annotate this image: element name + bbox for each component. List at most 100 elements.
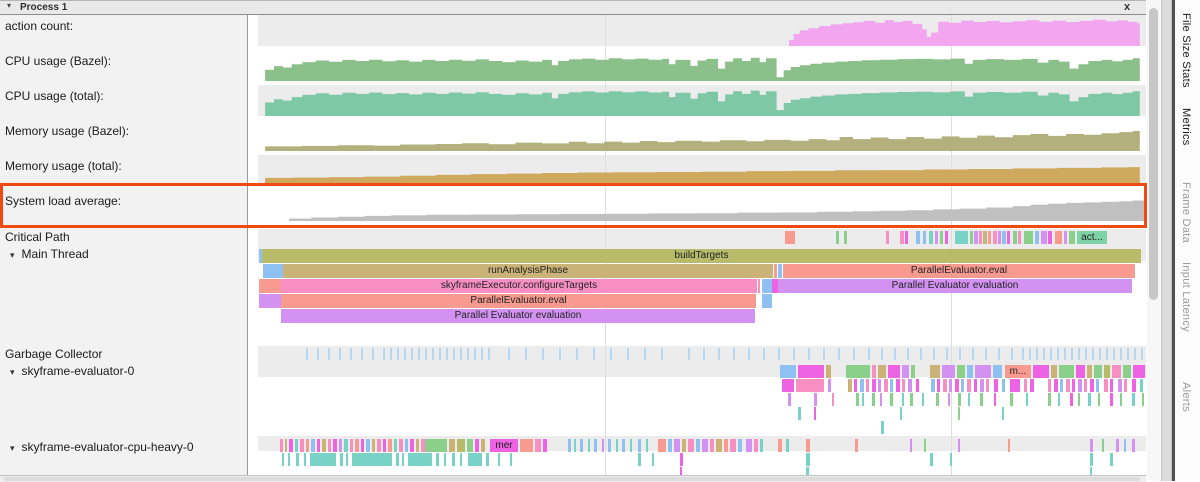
critical-path-slice[interactable]: [844, 231, 847, 244]
skyframe-evaluator-0-slice[interactable]: [780, 365, 796, 378]
critical-path-slice[interactable]: [979, 231, 982, 244]
skyframe-evaluator-0-slice[interactable]: [1132, 393, 1135, 406]
skyframe-evaluator-0-slice[interactable]: [826, 365, 831, 378]
skyframe-evaluator-0-slice[interactable]: [814, 393, 817, 406]
skyframe-evaluator-0-slice[interactable]: [866, 379, 869, 392]
collapse-arrow-icon[interactable]: ▾: [7, 1, 12, 10]
skyframe-evaluator-0-slice[interactable]: [1010, 393, 1013, 406]
skyframe-evaluator-cpu-heavy-0-slice[interactable]: [346, 453, 348, 466]
gc-tick[interactable]: [446, 348, 448, 360]
skyframe-evaluator-cpu-heavy-0-slice[interactable]: [668, 439, 672, 452]
skyframe-evaluator-0-slice[interactable]: [1030, 379, 1034, 392]
gc-tick[interactable]: [1134, 348, 1136, 360]
skyframe-evaluator-cpu-heavy-0-slice[interactable]: [498, 453, 500, 466]
critical-path-slice[interactable]: [993, 231, 997, 244]
skyframe-evaluator-cpu-heavy-0-slice[interactable]: [646, 439, 648, 452]
skyframe-evaluator-0-slice[interactable]: [916, 379, 919, 392]
counter-chart-action-count[interactable]: [258, 15, 1146, 50]
skyframe-evaluator-cpu-heavy-0-slice[interactable]: [1102, 439, 1104, 452]
skyframe-evaluator-0-slice[interactable]: [1051, 365, 1057, 378]
skyframe-evaluator-0-slice[interactable]: [814, 407, 816, 420]
skyframe-evaluator-0-slice[interactable]: [860, 379, 864, 392]
skyframe-evaluator-cpu-heavy-0-slice[interactable]: [322, 439, 326, 452]
skyframe-evaluator-cpu-heavy-0-slice[interactable]: [738, 439, 742, 452]
skyframe-evaluator-cpu-heavy-0-slice[interactable]: [616, 439, 618, 452]
gc-tick[interactable]: [481, 348, 483, 360]
gc-tick[interactable]: [418, 348, 420, 360]
skyframe-evaluator-cpu-heavy-0-slice[interactable]: [1008, 439, 1010, 452]
gc-tick[interactable]: [542, 348, 544, 360]
gc-tick[interactable]: [508, 348, 510, 360]
critical-path-slice[interactable]: [998, 231, 1001, 244]
skyframe-evaluator-0-slice[interactable]: [922, 393, 924, 406]
gc-tick[interactable]: [644, 348, 646, 360]
skyframe-evaluator-0-slice[interactable]: [974, 379, 977, 392]
gc-tick[interactable]: [593, 348, 595, 360]
skyframe-evaluator-0-slice[interactable]: [967, 379, 971, 392]
main-thread-slice[interactable]: [758, 279, 760, 293]
slice-parallelevaluator-eval[interactable]: ParallelEvaluator.eval: [281, 294, 756, 308]
skyframe-evaluator-cpu-heavy-0-slice[interactable]: [535, 439, 541, 452]
skyframe-evaluator-cpu-heavy-0-slice[interactable]: [924, 439, 926, 452]
skyframe-evaluator-cpu-heavy-0-slice[interactable]: [580, 439, 583, 452]
skyframe-evaluator-0-slice[interactable]: [896, 379, 900, 392]
skyframe-evaluator-cpu-heavy-0-slice[interactable]: [344, 439, 348, 452]
skyframe-evaluator-0-slice[interactable]: [1072, 379, 1075, 392]
skyframe-evaluator-cpu-heavy-0-slice[interactable]: [355, 439, 359, 452]
gc-tick[interactable]: [1120, 348, 1122, 360]
close-icon[interactable]: x: [1124, 1, 1131, 13]
skyframe-evaluator-0-slice[interactable]: [1104, 379, 1108, 392]
gc-tick[interactable]: [1022, 348, 1024, 360]
skyframe-evaluator-0-slice[interactable]: [948, 393, 950, 406]
skyframe-evaluator-cpu-heavy-0-slice[interactable]: [436, 453, 439, 466]
gc-tick[interactable]: [439, 348, 441, 360]
skyframe-evaluator-0-slice[interactable]: [798, 407, 801, 420]
skyframe-evaluator-0-slice[interactable]: [1104, 365, 1110, 378]
skyframe-evaluator-cpu-heavy-0-slice[interactable]: [638, 439, 641, 452]
critical-path-slice[interactable]: [935, 231, 938, 244]
skyframe-evaluator-cpu-heavy-0-slice[interactable]: [405, 439, 408, 452]
critical-path-slice[interactable]: [945, 231, 948, 244]
skyframe-evaluator-cpu-heavy-0-slice[interactable]: [608, 439, 611, 452]
slice-runanalysisphase[interactable]: runAnalysisPhase: [283, 264, 773, 278]
skyframe-evaluator-0-slice[interactable]: [1002, 379, 1005, 392]
skyframe-evaluator-0-slice[interactable]: [878, 365, 886, 378]
critical-path-slice[interactable]: [785, 231, 795, 244]
skyframe-evaluator-0-slice[interactable]: [908, 379, 912, 392]
skyframe-evaluator-cpu-heavy-0-slice[interactable]: [388, 439, 392, 452]
skyframe-evaluator-0-slice[interactable]: [1026, 393, 1028, 406]
skyframe-evaluator-0-slice[interactable]: [949, 379, 952, 392]
counter-chart-memory-usage-bazel[interactable]: [258, 120, 1146, 155]
gc-tick[interactable]: [1071, 348, 1073, 360]
skyframe-evaluator-cpu-heavy-0-slice[interactable]: [339, 439, 342, 452]
skyframe-evaluator-0-slice[interactable]: [902, 379, 905, 392]
critical-path-slice[interactable]: [1048, 231, 1052, 244]
skyframe-evaluator-cpu-heavy-0-slice[interactable]: [702, 439, 708, 452]
skyframe-evaluator-0-slice[interactable]: [832, 393, 834, 406]
skyframe-evaluator-0-slice[interactable]: [1048, 379, 1051, 392]
gc-tick[interactable]: [432, 348, 434, 360]
gc-tick[interactable]: [1127, 348, 1129, 360]
skyframe-evaluator-0-slice[interactable]: [1112, 365, 1121, 378]
skyframe-evaluator-0-slice[interactable]: [961, 379, 964, 392]
skyframe-evaluator-cpu-heavy-0-slice[interactable]: [602, 439, 604, 452]
gc-tick[interactable]: [881, 348, 883, 360]
skyframe-evaluator-0-slice[interactable]: [958, 407, 960, 420]
gc-tick[interactable]: [306, 348, 308, 360]
gc-tick[interactable]: [404, 348, 406, 360]
gc-tick[interactable]: [525, 348, 527, 360]
skyframe-evaluator-cpu-heavy-0-slice[interactable]: [372, 439, 375, 452]
skyframe-evaluator-cpu-heavy-0-slice[interactable]: [304, 453, 306, 466]
skyframe-evaluator-0-slice[interactable]: [1096, 379, 1099, 392]
critical-path-slice[interactable]: [1007, 231, 1010, 244]
skyframe-evaluator-cpu-heavy-0-slice[interactable]: [574, 439, 576, 452]
skyframe-evaluator-0-slice[interactable]: [1078, 379, 1082, 392]
skyframe-evaluator-cpu-heavy-0-slice[interactable]: [352, 453, 392, 466]
gc-tick[interactable]: [998, 348, 1000, 360]
skyframe-evaluator-cpu-heavy-0-slice[interactable]: [306, 439, 309, 452]
skyframe-evaluator-0-slice[interactable]: [798, 365, 824, 378]
gc-tick[interactable]: [372, 348, 374, 360]
skyframe-evaluator-0-slice[interactable]: [993, 365, 1002, 378]
slice-buildtargets[interactable]: buildTargets: [262, 249, 1141, 263]
gc-tick[interactable]: [1141, 348, 1143, 360]
